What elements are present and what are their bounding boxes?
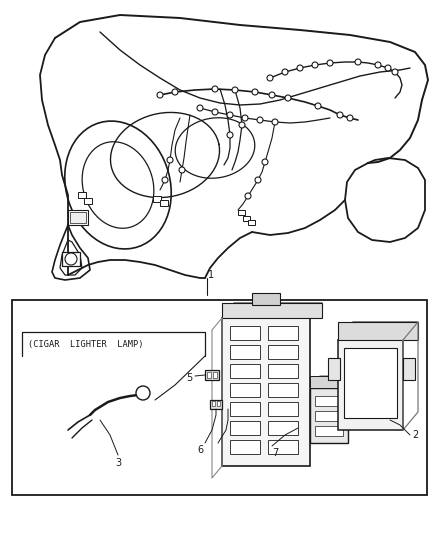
Circle shape	[172, 89, 178, 95]
Circle shape	[157, 92, 163, 98]
Bar	[328, 358, 340, 380]
Bar	[268, 345, 298, 359]
Circle shape	[197, 105, 203, 111]
Bar	[230, 364, 260, 378]
Circle shape	[242, 115, 248, 121]
Text: (CIGAR  LIGHTER  LAMP): (CIGAR LIGHTER LAMP)	[28, 340, 144, 349]
Circle shape	[355, 59, 361, 65]
Text: 6: 6	[197, 445, 203, 455]
Circle shape	[212, 109, 218, 115]
Circle shape	[212, 86, 218, 92]
Bar	[78, 192, 86, 198]
Bar	[213, 372, 217, 378]
Bar	[268, 364, 298, 378]
Bar	[243, 216, 250, 221]
Circle shape	[375, 62, 381, 68]
Text: 3: 3	[115, 458, 121, 468]
Bar	[268, 421, 298, 435]
Circle shape	[255, 177, 261, 183]
Bar	[12, 300, 427, 495]
Circle shape	[167, 157, 173, 163]
Circle shape	[385, 65, 391, 71]
Bar	[268, 383, 298, 397]
Circle shape	[252, 89, 258, 95]
Bar	[84, 198, 92, 204]
Circle shape	[232, 87, 238, 93]
Bar	[230, 326, 260, 340]
Bar	[252, 293, 280, 305]
Circle shape	[282, 69, 288, 75]
Bar	[403, 358, 415, 380]
Bar	[212, 401, 215, 406]
Circle shape	[392, 69, 398, 75]
Bar	[153, 196, 161, 202]
Circle shape	[297, 65, 303, 71]
Bar	[238, 210, 245, 215]
Circle shape	[227, 112, 233, 118]
Circle shape	[285, 95, 291, 101]
Circle shape	[227, 132, 233, 138]
Circle shape	[257, 117, 263, 123]
Bar	[230, 440, 260, 454]
Circle shape	[65, 253, 77, 265]
Bar	[338, 340, 403, 430]
Text: 5: 5	[186, 373, 192, 383]
Bar	[205, 370, 219, 380]
Text: 7: 7	[272, 448, 278, 458]
Circle shape	[337, 112, 343, 118]
Bar	[230, 421, 260, 435]
Bar	[210, 400, 222, 409]
Bar	[315, 426, 343, 436]
Text: 1: 1	[208, 270, 214, 280]
Circle shape	[136, 386, 150, 400]
Bar	[207, 372, 211, 378]
Bar	[268, 326, 298, 340]
Circle shape	[267, 75, 273, 81]
Bar	[310, 388, 348, 443]
Circle shape	[262, 159, 268, 165]
Bar	[268, 402, 298, 416]
Circle shape	[245, 193, 251, 199]
Bar	[222, 318, 310, 466]
Circle shape	[239, 122, 245, 128]
Bar	[338, 322, 418, 340]
Circle shape	[312, 62, 318, 68]
Text: 2: 2	[412, 430, 418, 440]
Circle shape	[179, 167, 185, 173]
Bar	[315, 396, 343, 406]
Bar	[68, 210, 88, 225]
Bar	[230, 345, 260, 359]
Circle shape	[269, 92, 275, 98]
Bar	[160, 200, 168, 206]
Bar	[70, 212, 86, 223]
Bar	[248, 220, 255, 225]
Circle shape	[347, 115, 353, 121]
Bar	[344, 348, 397, 418]
Bar	[217, 401, 220, 406]
Bar	[230, 383, 260, 397]
Circle shape	[315, 103, 321, 109]
Bar	[222, 303, 322, 318]
Bar	[62, 252, 80, 266]
Circle shape	[162, 177, 168, 183]
Circle shape	[272, 119, 278, 125]
Bar	[315, 411, 343, 421]
Circle shape	[327, 60, 333, 66]
Bar	[268, 440, 298, 454]
Bar	[310, 376, 358, 388]
Bar	[230, 402, 260, 416]
